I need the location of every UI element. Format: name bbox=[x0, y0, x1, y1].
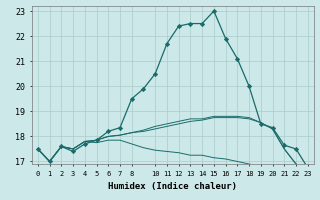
X-axis label: Humidex (Indice chaleur): Humidex (Indice chaleur) bbox=[108, 183, 237, 192]
